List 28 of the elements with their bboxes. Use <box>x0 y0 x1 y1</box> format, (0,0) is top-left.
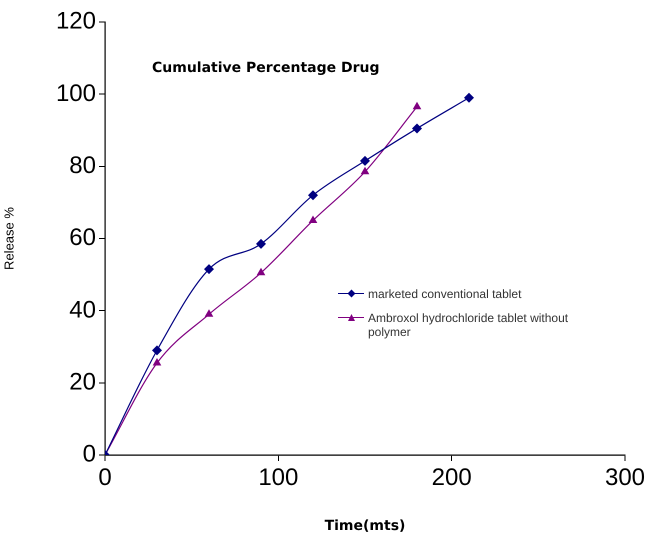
x-tick-label: 100 <box>258 464 298 492</box>
x-tick-label: 200 <box>432 464 472 492</box>
y-tick-label: 60 <box>69 224 96 252</box>
y-tick-label: 0 <box>82 440 96 468</box>
x-tick-label: 300 <box>604 464 646 492</box>
point <box>256 268 266 276</box>
legend-label: Ambroxol hydrochloride tablet without polymer <box>368 311 570 339</box>
point <box>204 264 214 274</box>
point <box>256 238 266 249</box>
x-axis-title: Time(mts) <box>324 518 406 534</box>
point <box>360 166 370 174</box>
legend-label: marketed conventional tablet <box>368 287 522 301</box>
point <box>464 92 474 103</box>
y-tick-label: 120 <box>56 8 96 35</box>
y-tick-label: 40 <box>69 296 96 324</box>
point <box>152 358 162 366</box>
point <box>308 215 318 223</box>
text: Cumulative Percentage Drug <box>152 60 380 76</box>
y-tick-label: 20 <box>69 368 96 396</box>
point <box>152 345 162 356</box>
point <box>412 102 422 110</box>
point <box>204 309 214 317</box>
point <box>308 190 318 200</box>
y-tick-label: 100 <box>56 80 96 107</box>
y-axis-title: Release % <box>1 206 16 270</box>
point <box>412 123 422 134</box>
point <box>360 156 370 166</box>
y-tick-label: 80 <box>69 152 96 179</box>
